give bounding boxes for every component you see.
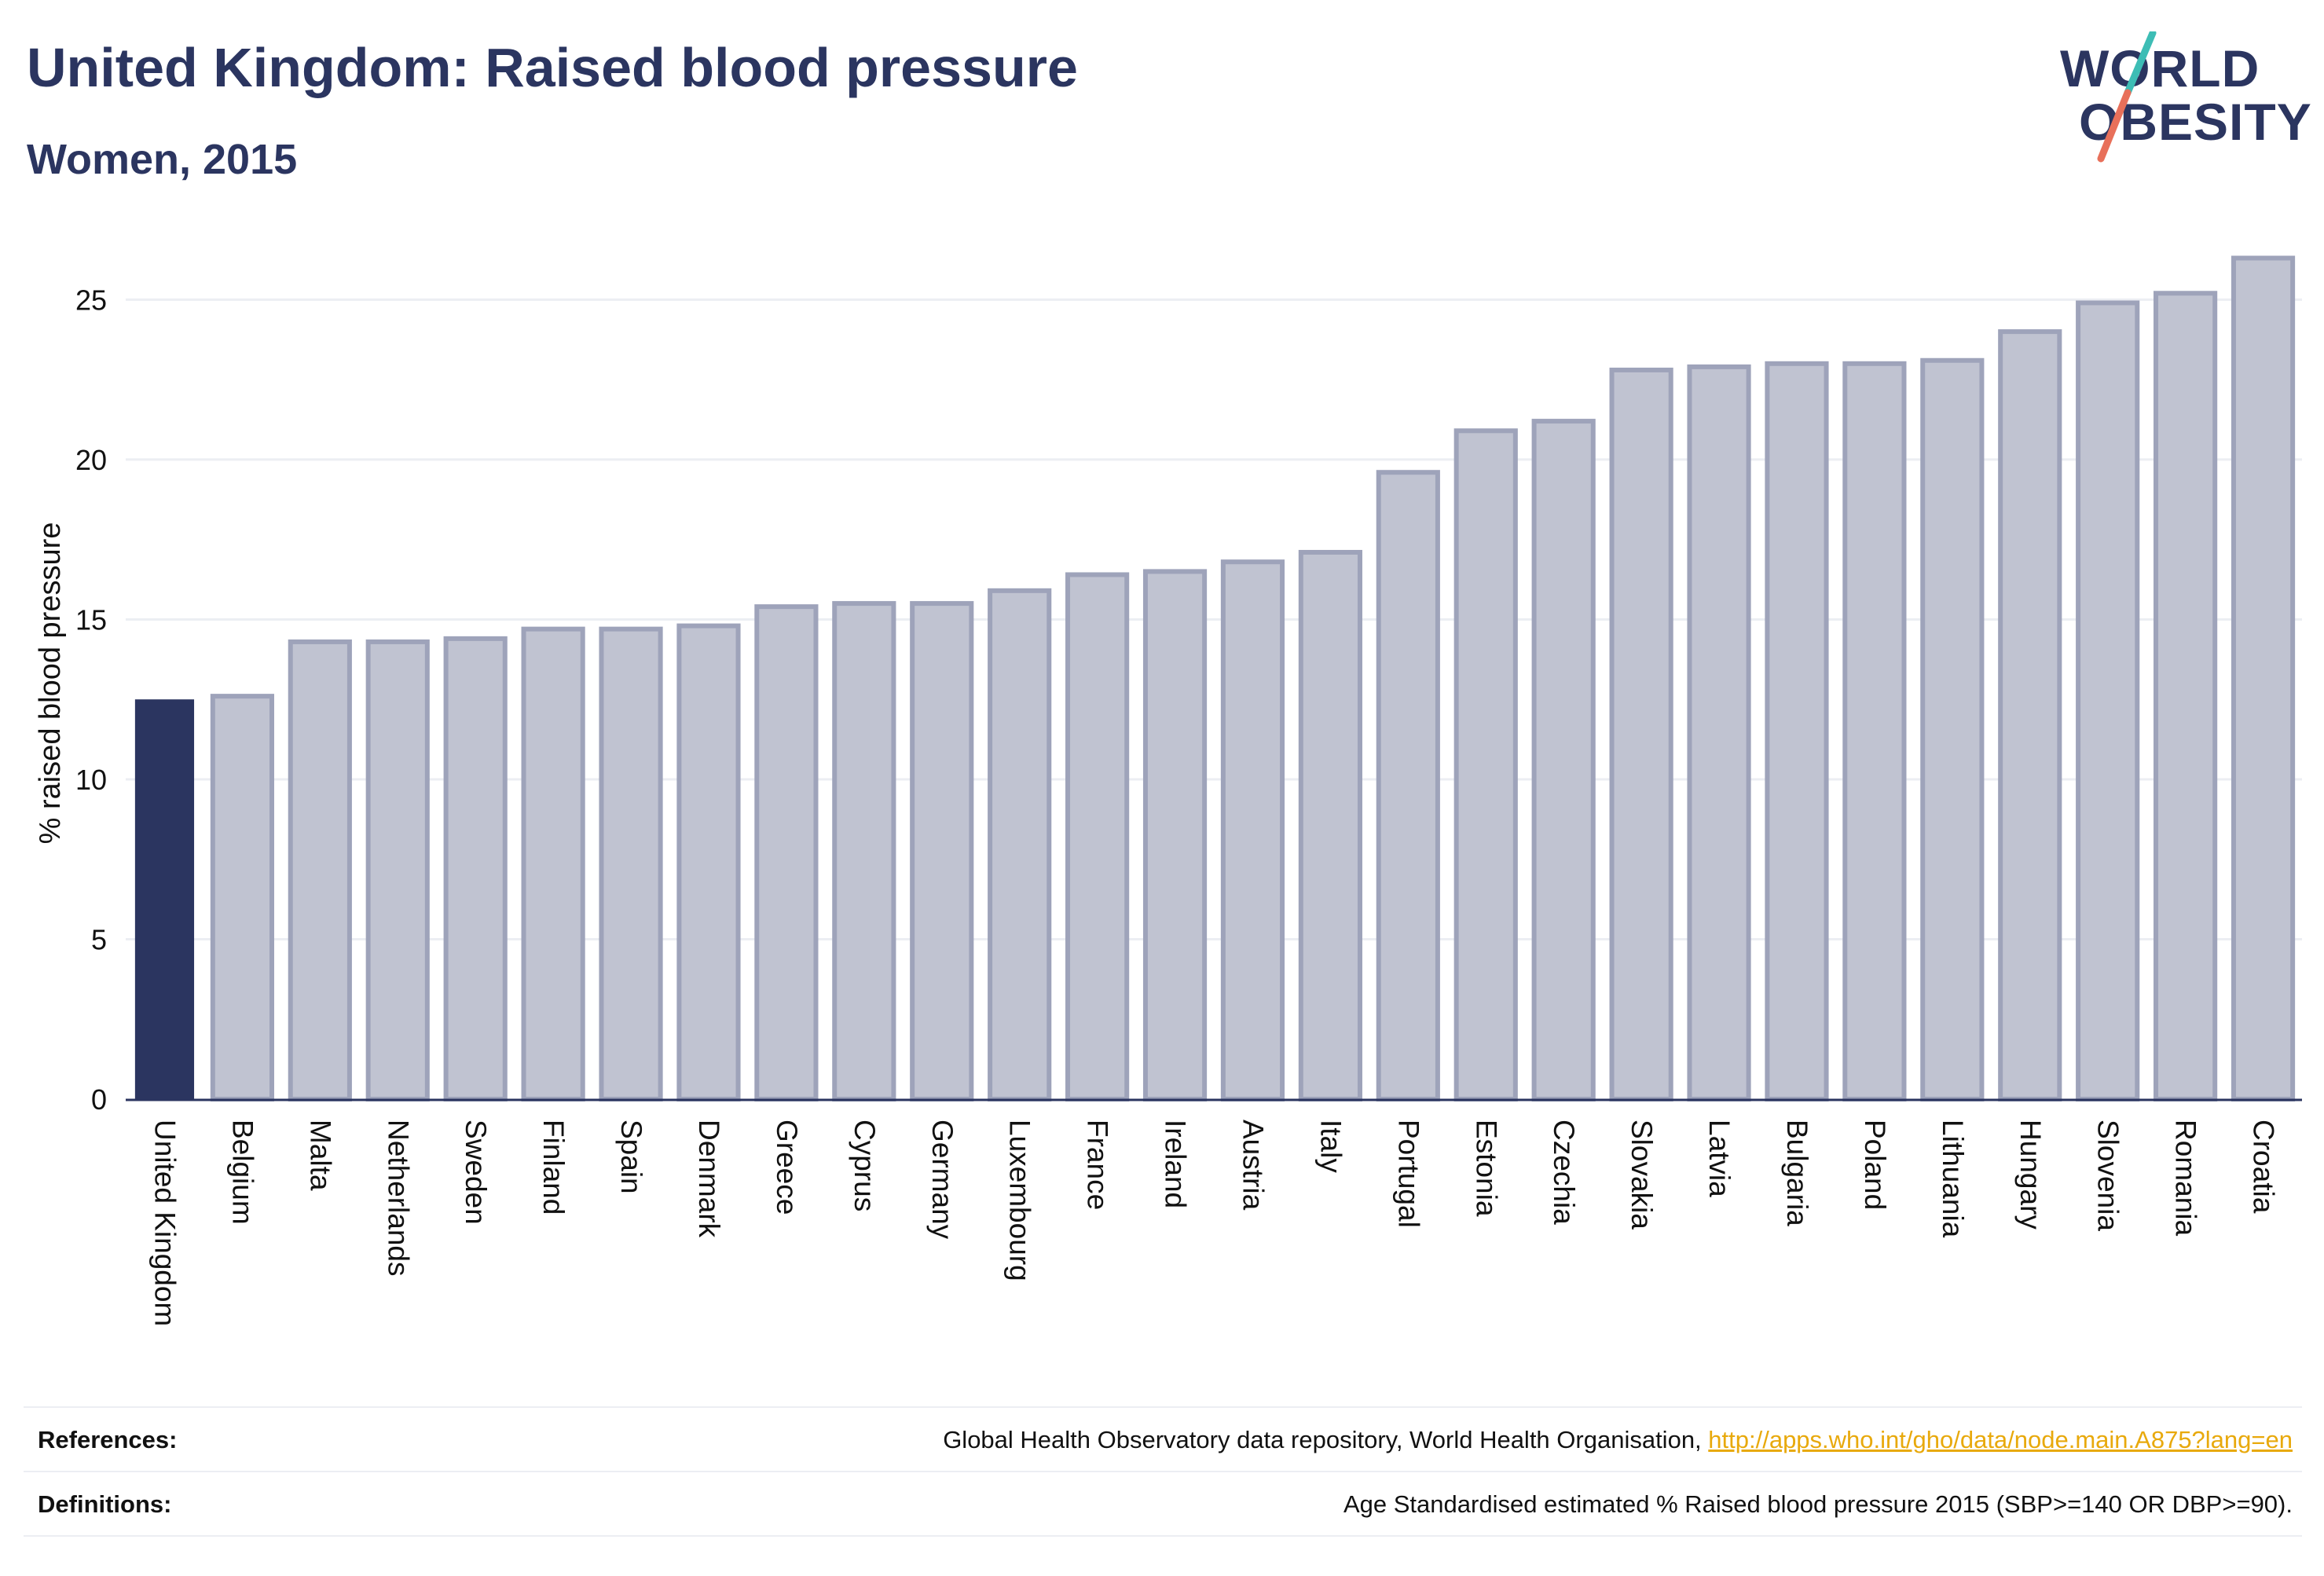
- x-tick-label: Slovenia: [2092, 1120, 2124, 1231]
- bar-slovenia: [2076, 300, 2140, 1101]
- footer-divider: [24, 1471, 2302, 1472]
- y-tick-label: 15: [75, 603, 107, 636]
- logo-text-line1: WORLD: [2060, 39, 2260, 97]
- x-tick-label: Netherlands: [382, 1120, 414, 1277]
- bar-luxembourg: [988, 588, 1052, 1101]
- chart-title: United Kingdom: Raised blood pressure: [27, 37, 1078, 98]
- bar-greece: [754, 604, 819, 1101]
- chart-subtitle: Women, 2015: [27, 136, 298, 183]
- y-tick-labels: 0 5 10 15 20 25: [75, 284, 107, 1116]
- x-tick-label: Malta: [304, 1120, 336, 1191]
- x-tick-label: Cyprus: [849, 1120, 881, 1211]
- bar-sweden: [443, 636, 508, 1101]
- x-tick-label: Germany: [926, 1120, 959, 1240]
- bar-portugal: [1376, 470, 1440, 1101]
- logo-slash-icon: [2097, 31, 2157, 163]
- x-tick-label: Portugal: [1392, 1120, 1424, 1228]
- x-tick-label: Lithuania: [1937, 1120, 1969, 1238]
- x-tick-label: United Kingdom: [148, 1120, 181, 1326]
- x-tick-label: Luxembourg: [1004, 1120, 1036, 1281]
- world-obesity-logo: WORLD OBESITY: [2051, 31, 2311, 165]
- definitions-label: Definitions:: [38, 1490, 172, 1518]
- bar-slovakia: [1609, 367, 1673, 1101]
- bar-chart: 0 5 10 15 20 25 United Kingdom Belgium Malta Net…: [34, 255, 2302, 1326]
- x-tick-label: Italy: [1314, 1120, 1347, 1173]
- x-tick-labels: United Kingdom Belgium Malta Netherlands Swe…: [148, 1120, 2279, 1326]
- references-text: Global Health Observatory data repositor…: [943, 1426, 2293, 1454]
- references-label: References:: [38, 1426, 178, 1453]
- bar-spain: [599, 626, 663, 1101]
- bar-czechia: [1531, 419, 1596, 1101]
- x-tick-label: Romania: [2170, 1120, 2202, 1236]
- y-tick-label: 5: [91, 923, 107, 955]
- x-tick-label: Ireland: [1160, 1120, 1192, 1208]
- bar-hungary: [1998, 329, 2062, 1102]
- bar-bulgaria: [1765, 361, 1829, 1101]
- bar-germany: [910, 601, 974, 1101]
- definitions-text: Age Standardised estimated % Raised bloo…: [1343, 1490, 2293, 1518]
- bar-estonia: [1453, 428, 1518, 1101]
- x-tick-label: Greece: [771, 1120, 803, 1215]
- bar-latvia: [1687, 364, 1751, 1101]
- bar-romania: [2154, 291, 2218, 1101]
- x-tick-label: Croatia: [2248, 1120, 2280, 1214]
- y-tick-label: 0: [91, 1083, 107, 1116]
- y-tick-label: 20: [75, 444, 107, 476]
- x-tick-label: Austria: [1237, 1120, 1269, 1211]
- bar-france: [1065, 572, 1130, 1101]
- x-tick-label: Denmark: [693, 1120, 725, 1238]
- bar-italy: [1298, 549, 1362, 1101]
- footer-divider: [24, 1535, 2302, 1537]
- x-tick-label: Slovakia: [1626, 1120, 1658, 1230]
- x-tick-label: Finland: [537, 1120, 570, 1215]
- bar-finland: [521, 626, 585, 1101]
- x-tick-label: Poland: [1859, 1120, 1891, 1210]
- bars: [134, 255, 2296, 1102]
- bar-croatia: [2231, 255, 2296, 1102]
- footer-divider: [24, 1406, 2302, 1408]
- bar-ireland: [1142, 569, 1208, 1101]
- y-axis-label: % raised blood pressure: [34, 522, 67, 845]
- x-tick-label: Belgium: [226, 1120, 258, 1225]
- x-tick-label: Bulgaria: [1781, 1120, 1813, 1226]
- x-tick-label: Czechia: [1548, 1120, 1580, 1225]
- references-link[interactable]: http://apps.who.int/gho/data/node.main.A…: [1708, 1426, 2293, 1453]
- bar-netherlands: [365, 639, 430, 1101]
- x-tick-label: Latvia: [1703, 1120, 1736, 1197]
- bar-lithuania: [1920, 357, 1985, 1101]
- references-source: Global Health Observatory data repositor…: [943, 1426, 1709, 1453]
- bar-cyprus: [832, 601, 896, 1101]
- x-tick-label: Spain: [615, 1120, 647, 1194]
- bar-austria: [1220, 559, 1285, 1101]
- x-tick-label: Sweden: [460, 1120, 492, 1225]
- bar-belgium: [210, 694, 274, 1101]
- x-tick-label: Hungary: [2014, 1120, 2047, 1230]
- bar-denmark: [676, 623, 741, 1101]
- y-tick-label: 25: [75, 284, 107, 316]
- bar-malta: [288, 639, 352, 1101]
- bar-poland: [1842, 361, 1907, 1101]
- x-tick-label: Estonia: [1470, 1120, 1502, 1217]
- x-tick-label: France: [1082, 1120, 1114, 1210]
- y-tick-label: 10: [75, 764, 107, 796]
- bar-united-kingdom: [134, 699, 195, 1099]
